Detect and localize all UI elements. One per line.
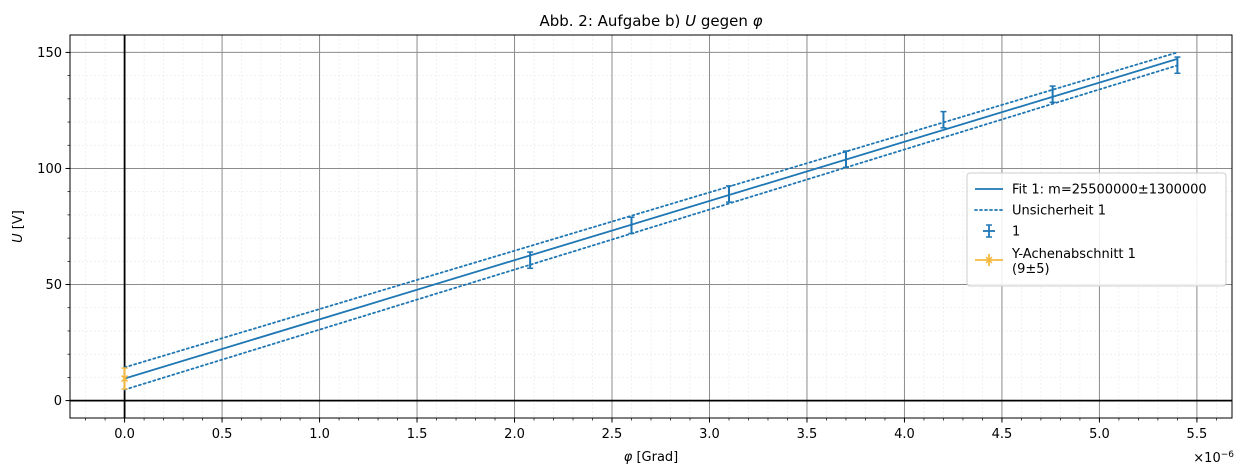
legend-fit-label: Fit 1: m=25500000±1300000 bbox=[1012, 183, 1207, 198]
chart-title: Abb. 2: Aufgabe b) U gegen φ bbox=[539, 12, 762, 30]
legend-intercept-label: Y-Achenabschnitt 1 bbox=[1011, 247, 1136, 262]
legend: Fit 1: m=25500000±1300000 Unsicherheit 1 1… bbox=[966, 172, 1227, 287]
x-tick-label: 5.5 bbox=[1187, 427, 1208, 442]
y-axis-label: U [V] bbox=[11, 210, 26, 243]
legend-intercept-value: (9±5) bbox=[1012, 262, 1050, 277]
uncertainty-line bbox=[123, 51, 1179, 369]
x-tick-label: 5.0 bbox=[1089, 427, 1110, 442]
legend-intercept-marker bbox=[985, 256, 993, 264]
x-axis-label: φ [Grad] bbox=[624, 450, 679, 465]
x-tick-label: 0.5 bbox=[212, 427, 233, 442]
y-tick-label: 100 bbox=[37, 162, 62, 177]
x-tick-label: 4.0 bbox=[894, 427, 915, 442]
x-tick-label: 3.5 bbox=[797, 427, 818, 442]
y-tick-label: 150 bbox=[37, 46, 62, 61]
axis-ticks: 0.0 0.5 1.0 1.5 2.0 2.5 3.0 3.5 4.0 4.5 5.0 5.5 0 50 1… bbox=[37, 46, 1217, 442]
y-tick-label: 0 bbox=[54, 394, 62, 409]
x-axis-multiplier: ×10−6 bbox=[1193, 450, 1234, 466]
x-tick-label: 1.0 bbox=[309, 427, 330, 442]
legend-uncertainty-label: Unsicherheit 1 bbox=[1012, 204, 1106, 219]
fit-line bbox=[124, 58, 1178, 380]
intercept-marker bbox=[121, 375, 129, 383]
x-tick-label: 1.5 bbox=[407, 427, 428, 442]
series-layer bbox=[121, 51, 1181, 391]
x-tick-label: 2.0 bbox=[504, 427, 525, 442]
x-tick-label: 3.0 bbox=[699, 427, 720, 442]
x-tick-label: 4.5 bbox=[992, 427, 1013, 442]
y-tick-label: 50 bbox=[45, 278, 62, 293]
zero-lines bbox=[70, 35, 1232, 418]
uncertainty-line bbox=[123, 64, 1179, 391]
x-tick-label: 2.5 bbox=[602, 427, 623, 442]
x-tick-label: 0.0 bbox=[114, 427, 135, 442]
legend-data-label: 1 bbox=[1012, 225, 1020, 240]
legend-box bbox=[966, 172, 1227, 287]
